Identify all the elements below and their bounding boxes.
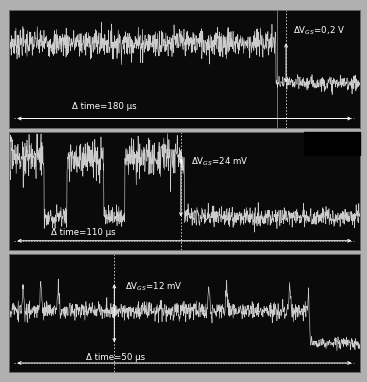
Text: $\Delta$V$_{GS}$=12 mV: $\Delta$V$_{GS}$=12 mV	[125, 281, 183, 293]
Text: $\Delta$V$_{GS}$=0,2 V: $\Delta$V$_{GS}$=0,2 V	[293, 24, 345, 37]
Bar	[304, 132, 360, 155]
Text: Δ time=180 μs: Δ time=180 μs	[72, 102, 137, 111]
Text: $\Delta$V$_{GS}$=24 mV: $\Delta$V$_{GS}$=24 mV	[192, 155, 249, 168]
Text: Δ time=110 μs: Δ time=110 μs	[51, 228, 116, 237]
Text: Δ time=50 μs: Δ time=50 μs	[86, 353, 145, 361]
